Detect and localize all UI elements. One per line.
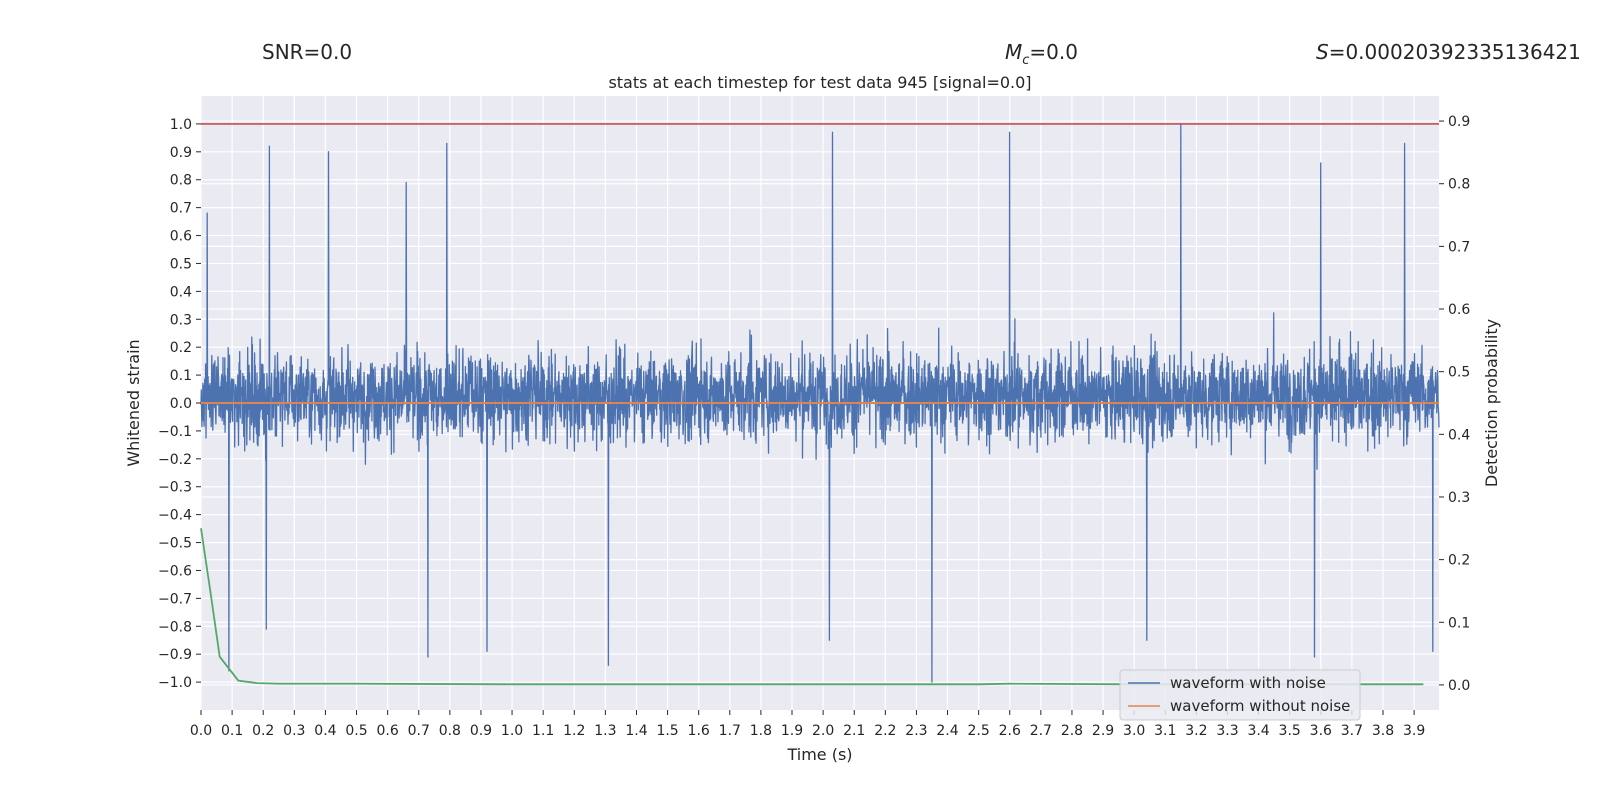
y-axis-ticks: 1.0 0.9 0.8 0.7 0.6 0.5 0.4 0.3 0.2 0.1 0.0 −0.1 −0.…: [158, 117, 201, 691]
x-tick-label: 3.0: [1123, 723, 1145, 739]
legend-label-noise: waveform with noise: [1170, 674, 1326, 692]
x-tick-label: 2.8: [1061, 723, 1083, 739]
series-waveform-with-noise: [200, 123, 1440, 683]
y-tick-label: −0.5: [158, 536, 192, 552]
x-tick-label: 1.9: [781, 723, 803, 739]
y-tick-label: 0.7: [170, 201, 192, 217]
chart-title: stats at each timestep for test data 945…: [608, 73, 1031, 92]
x-tick-label: 3.2: [1185, 723, 1207, 739]
x-tick-label: 3.7: [1341, 723, 1363, 739]
y2-tick-label: 0.8: [1448, 177, 1470, 193]
chirp-mass-label: Mc=0.0: [1005, 40, 1078, 68]
statistic-symbol: S: [1316, 40, 1329, 64]
x-tick-label: 0.7: [408, 723, 430, 739]
y2-tick-label: 0.9: [1448, 114, 1470, 130]
x-tick-label: 1.6: [688, 723, 710, 739]
y2-tick-label: 0.1: [1448, 615, 1470, 631]
y2-tick-label: 0.7: [1448, 239, 1470, 255]
legend-label-clean: waveform without noise: [1170, 697, 1350, 715]
x-tick-label: 1.0: [501, 723, 523, 739]
y-tick-label: −0.9: [158, 647, 192, 663]
x-tick-label: 3.6: [1310, 723, 1332, 739]
statistic-value: =0.00020392335136421: [1328, 40, 1581, 64]
y-tick-label: −0.2: [158, 452, 192, 468]
x-axis-ticks: 0.0 0.1 0.2 0.3 0.4 0.5 0.6 0.7 0.8 0.9 1.0 1.1 1.2 1…: [190, 710, 1425, 739]
x-tick-label: 2.9: [1092, 723, 1114, 739]
snr-label: SNR=0.0: [262, 40, 353, 64]
x-tick-label: 1.7: [719, 723, 741, 739]
y2-tick-label: 0.0: [1448, 678, 1470, 694]
chirp-mass-value: =0.0: [1029, 40, 1078, 64]
x-tick-label: 3.5: [1279, 723, 1301, 739]
y-tick-label: 0.4: [170, 284, 192, 300]
y2-tick-label: 0.4: [1448, 427, 1470, 443]
y-tick-label: −0.7: [158, 591, 192, 607]
y-tick-label: 0.0: [170, 396, 192, 412]
x-tick-label: 1.1: [532, 723, 554, 739]
y2-axis-ticks: 0.9 0.8 0.7 0.6 0.5 0.4 0.3 0.2 0.1 0.0: [1439, 114, 1470, 694]
statistic-label: S=0.00020392335136421: [1316, 40, 1581, 64]
x-tick-label: 1.3: [594, 723, 616, 739]
chirp-mass-subscript: c: [1022, 53, 1030, 68]
x-tick-label: 0.8: [439, 723, 461, 739]
x-tick-label: 2.4: [936, 723, 958, 739]
x-tick-label: 0.9: [470, 723, 492, 739]
chirp-mass-symbol: M: [1005, 40, 1023, 64]
legend: waveform with noise waveform without noi…: [1119, 669, 1361, 721]
x-tick-label: 2.3: [905, 723, 927, 739]
x-tick-label: 2.1: [843, 723, 865, 739]
x-tick-label: 3.4: [1247, 723, 1269, 739]
x-tick-label: 3.9: [1403, 723, 1425, 739]
y-tick-label: 0.6: [170, 229, 192, 245]
y-axis-label: Whitened strain: [124, 339, 143, 466]
x-tick-label: 2.2: [874, 723, 896, 739]
x-tick-label: 2.0: [812, 723, 834, 739]
y2-tick-label: 0.2: [1448, 553, 1470, 569]
x-axis-label: Time (s): [786, 745, 852, 764]
x-tick-label: 0.5: [345, 723, 367, 739]
y2-tick-label: 0.5: [1448, 365, 1470, 381]
y-tick-label: −0.3: [158, 480, 192, 496]
y2-tick-label: 0.3: [1448, 490, 1470, 506]
x-tick-label: 1.5: [656, 723, 678, 739]
y2-axis-label: Detection probability: [1482, 319, 1501, 487]
x-tick-label: 3.8: [1372, 723, 1394, 739]
x-tick-label: 1.4: [625, 723, 647, 739]
y-tick-label: −0.8: [158, 619, 192, 635]
series-detection-probability: [200, 528, 1424, 686]
x-tick-label: 0.0: [190, 723, 212, 739]
y-tick-label: 0.5: [170, 256, 192, 272]
x-tick-label: 3.1: [1154, 723, 1176, 739]
x-tick-label: 0.4: [314, 723, 336, 739]
x-tick-label: 2.6: [999, 723, 1021, 739]
y-tick-label: −0.1: [158, 424, 192, 440]
x-tick-label: 3.3: [1216, 723, 1238, 739]
x-tick-label: 2.7: [1030, 723, 1052, 739]
x-tick-label: 0.6: [377, 723, 399, 739]
y-tick-label: 0.8: [170, 173, 192, 189]
x-tick-label: 1.8: [750, 723, 772, 739]
y-tick-label: 0.9: [170, 145, 192, 161]
y-tick-label: −0.4: [158, 508, 192, 524]
x-tick-label: 0.2: [252, 723, 274, 739]
x-tick-label: 0.1: [221, 723, 243, 739]
x-tick-label: 2.5: [968, 723, 990, 739]
y-tick-label: 0.2: [170, 340, 192, 356]
noise-trace: [200, 123, 1440, 683]
y-tick-label: −1.0: [158, 675, 192, 691]
y-tick-label: 1.0: [170, 117, 192, 133]
x-tick-label: 1.2: [563, 723, 585, 739]
x-tick-label: 0.3: [283, 723, 305, 739]
y-tick-label: −0.6: [158, 563, 192, 579]
y2-tick-label: 0.6: [1448, 302, 1470, 318]
legend-box: [1119, 669, 1361, 721]
y-tick-label: 0.1: [170, 368, 192, 384]
gridlines: [200, 96, 1439, 710]
y-tick-label: 0.3: [170, 312, 192, 328]
